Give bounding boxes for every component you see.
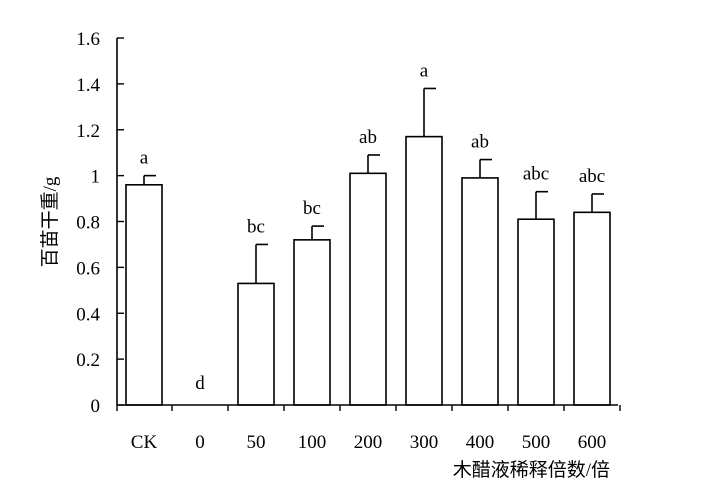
- error-bars-layer: [143, 87, 604, 284]
- significance-label: bc: [247, 216, 265, 237]
- significance-label: ab: [359, 127, 377, 148]
- y-tick-label: 0.6: [76, 258, 100, 279]
- x-tick-label: 50: [247, 432, 266, 453]
- bar: [349, 172, 387, 406]
- bar: [517, 218, 555, 406]
- bar: [293, 239, 331, 406]
- x-tick-label: 200: [354, 432, 383, 453]
- bar: [461, 177, 499, 406]
- significance-label: bc: [303, 198, 321, 219]
- bar: [237, 282, 275, 406]
- significance-label: a: [140, 148, 149, 169]
- significance-label: abc: [579, 166, 605, 187]
- y-tick-label: 1.6: [76, 29, 100, 50]
- x-tick-label: 600: [578, 432, 607, 453]
- bar: [125, 184, 163, 406]
- x-axis-title: 木醋液稀释倍数/倍: [453, 459, 610, 481]
- significance-labels-layer: a d bc bc ab a ab abc abc: [140, 60, 605, 394]
- x-tick-label: 400: [466, 432, 495, 453]
- significance-label: d: [195, 373, 205, 394]
- y-tick-label: 1.4: [76, 75, 100, 96]
- y-tick-label: 1: [91, 167, 101, 188]
- y-tick-label: 0.4: [76, 304, 100, 325]
- bar: [573, 211, 611, 406]
- significance-label: ab: [471, 132, 489, 153]
- y-tick-label: 0.2: [76, 350, 100, 371]
- x-tick-label: 100: [298, 432, 327, 453]
- y-axis-title: 百苗干重/g: [39, 176, 61, 267]
- y-tick-label: 0.8: [76, 213, 100, 234]
- y-ticks-layer: 0 0.2 0.4 0.6 0.8 1 1.2 1.4 1.6: [76, 29, 124, 417]
- y-tick-label: 0: [91, 396, 101, 417]
- x-ticks-layer: CK 0 50 100 200 300 400 500 600: [116, 405, 621, 453]
- significance-label: abc: [523, 164, 549, 185]
- x-tick-label: 0: [195, 432, 205, 453]
- y-tick-label: 1.2: [76, 121, 100, 142]
- bar: [405, 135, 443, 406]
- significance-label: a: [420, 60, 429, 81]
- x-tick-label: 500: [522, 432, 551, 453]
- x-tick-label: CK: [131, 432, 158, 453]
- x-tick-label: 300: [410, 432, 439, 453]
